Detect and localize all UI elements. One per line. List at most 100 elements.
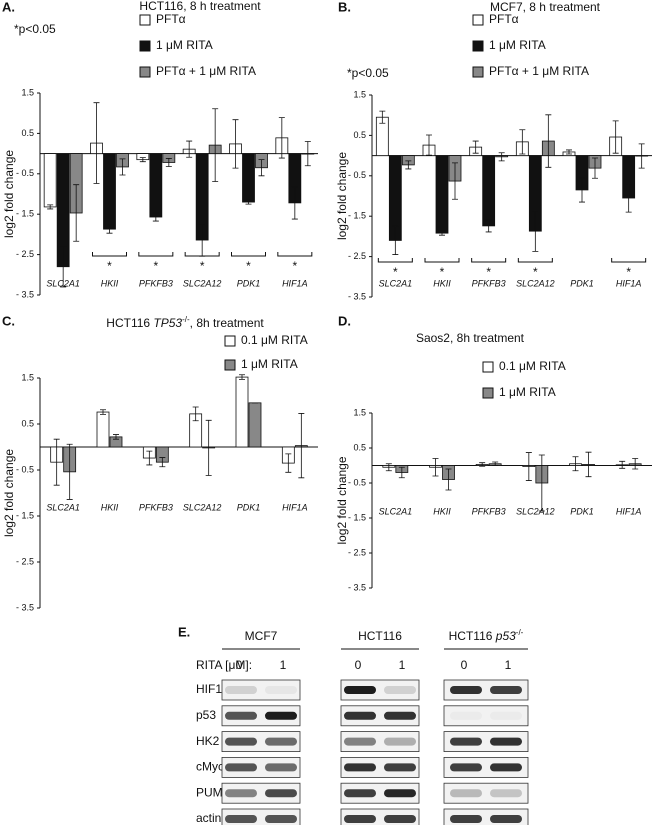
legend-label: PFTα [156, 12, 186, 26]
error-bar [392, 225, 399, 255]
sig-marker: * [246, 259, 251, 273]
y-tick-label: - 1.5 [348, 512, 366, 522]
group-label-part: MCF7 [245, 629, 278, 643]
blot-box [340, 705, 420, 727]
band [225, 737, 257, 746]
blot-box [340, 731, 420, 752]
sig-bracket [471, 258, 507, 263]
band [344, 737, 376, 746]
legend-label: PFTα [489, 12, 519, 26]
error-bar [100, 409, 106, 415]
x-tick-label: HIF1A [616, 506, 642, 516]
y-axis-label: log2 fold change [335, 456, 349, 544]
band [225, 815, 257, 823]
error-bar [519, 129, 526, 155]
error-bar [245, 199, 252, 205]
x-tick-label: HIF1A [282, 278, 308, 288]
error-bar [612, 120, 619, 154]
row-label: cMyc [196, 760, 224, 774]
band [384, 815, 416, 823]
bar [482, 155, 496, 227]
y-tick-label: - 2.5 [348, 547, 366, 557]
band [450, 712, 482, 720]
band [450, 789, 482, 798]
y-tick-label: - 3.5 [348, 582, 366, 592]
sig-bracket [92, 252, 127, 257]
chart-title-part: , 8h treatment [190, 316, 265, 330]
sig-bracket [517, 258, 553, 263]
legend-swatch [224, 359, 236, 371]
error-bar [212, 108, 219, 182]
error-bar [585, 451, 592, 478]
error-bar [232, 119, 239, 169]
error-bar [432, 458, 439, 477]
bar [248, 402, 262, 448]
y-tick-label: - 1.5 [16, 209, 34, 219]
x-tick-label: SLC2A1 [379, 506, 413, 516]
sig-bracket [138, 252, 174, 257]
sig-marker: * [486, 265, 491, 279]
panel-label: D. [338, 313, 351, 328]
legend-swatch [482, 361, 494, 373]
error-bar [426, 134, 432, 156]
x-tick-label: PDK1 [237, 502, 261, 512]
band [490, 712, 522, 720]
error-bar [592, 157, 598, 179]
x-tick-label: SLC2A1 [46, 502, 80, 512]
blot-box [221, 679, 301, 701]
error-bar [379, 110, 386, 124]
y-tick-label: - 1.5 [348, 211, 366, 221]
y-tick-label: 1.5 [21, 87, 34, 97]
x-tick-label: PDK1 [570, 506, 594, 516]
y-tick-label: 1.5 [353, 407, 366, 417]
lane-label: 0 [236, 658, 243, 672]
sig-marker: * [440, 265, 445, 279]
row-label: HIF1α [196, 682, 229, 696]
error-bar [579, 177, 585, 203]
sig-marker: * [153, 259, 158, 273]
error-bar [205, 419, 212, 476]
sig-bracket [277, 252, 313, 257]
band [265, 815, 297, 823]
error-bar [146, 450, 153, 466]
band [384, 737, 416, 746]
error-bar [106, 224, 113, 234]
chart-title: MCF7, 8 h treatment [490, 0, 601, 14]
blot-box [221, 705, 301, 727]
x-tick-label: HKII [101, 502, 119, 512]
x-tick-label: SLC2A12 [183, 502, 222, 512]
y-tick-label: - 0.5 [16, 464, 34, 474]
legend-label: 0.1 μM RITA [499, 359, 566, 373]
row-label: HK2 [196, 734, 220, 748]
band [225, 711, 257, 720]
blot-box [443, 731, 529, 752]
error-bar [398, 466, 405, 479]
y-tick-label: 0.5 [21, 128, 34, 138]
y-axis-label: log2 fold change [335, 152, 349, 240]
row-label: actin [196, 811, 221, 825]
group-label: MCF7 [245, 629, 278, 643]
bar [149, 153, 163, 218]
band [344, 815, 376, 823]
blot-box [443, 679, 529, 701]
band [225, 763, 257, 772]
legend-label: 0.1 μM RITA [241, 333, 308, 347]
error-bar [239, 374, 245, 380]
error-bar [291, 186, 298, 220]
x-tick-label: PFKFB3 [139, 502, 173, 512]
x-tick-label: PDK1 [237, 278, 261, 288]
lane-label: 1 [399, 658, 406, 672]
error-bar [479, 462, 486, 467]
y-tick-label: - 3.5 [348, 291, 366, 301]
error-bar [572, 456, 579, 472]
error-bar [278, 117, 285, 159]
band [265, 686, 297, 694]
error-bar [405, 160, 412, 170]
legend-swatch [472, 40, 484, 52]
error-bar [632, 458, 639, 470]
band [450, 815, 482, 823]
error-bar [625, 183, 632, 213]
lane-label: 1 [280, 658, 287, 672]
blot-box [221, 757, 301, 778]
legend-label: 1 μM RITA [499, 385, 556, 399]
